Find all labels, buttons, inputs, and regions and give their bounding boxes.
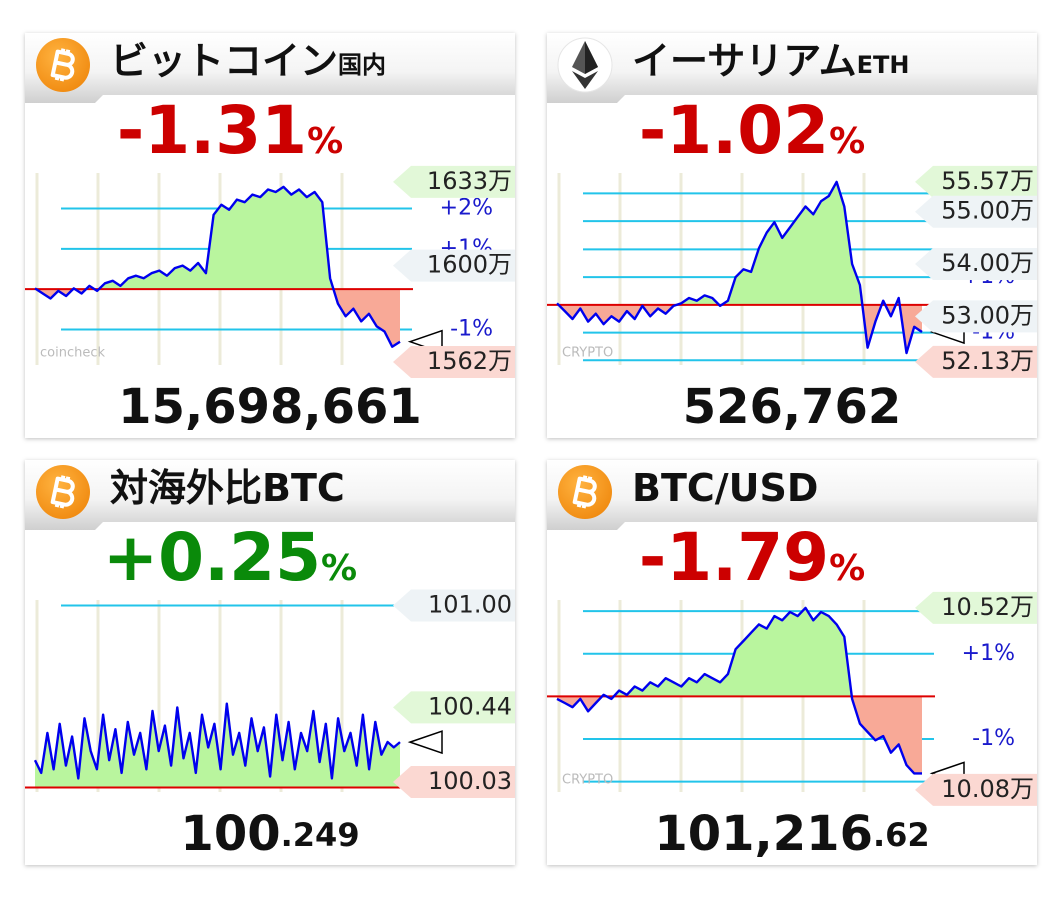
panel-title: イーサリアムETH bbox=[632, 39, 909, 83]
price-label: 55.00万 bbox=[941, 197, 1034, 225]
panel-title: 対海外比BTC bbox=[110, 466, 345, 510]
price: 15,698,661 bbox=[118, 379, 422, 435]
price-small: .62 bbox=[873, 816, 930, 854]
price-main: 100 bbox=[180, 806, 280, 862]
panel-title: BTC/USD bbox=[632, 466, 818, 510]
header-bar bbox=[547, 33, 1037, 103]
change-unit: % bbox=[307, 121, 343, 162]
panel: ビットコイン国内-1.31%coincheck+2%+1%-1%1633万160… bbox=[25, 33, 515, 438]
price: 101,216.62 bbox=[654, 806, 929, 862]
title-suffix: ETH bbox=[857, 51, 910, 79]
pct-label: +1% bbox=[962, 641, 1015, 666]
price-line bbox=[556, 180, 923, 355]
current-marker bbox=[407, 730, 443, 755]
price-label-bg bbox=[915, 300, 1037, 333]
price-label-bg bbox=[915, 165, 1037, 198]
panel: イーサリアムETH-1.02%CRYPTO+1%-1%55.57万55.00万5… bbox=[547, 33, 1037, 438]
change-value: +0.25 bbox=[103, 519, 321, 596]
price-label: 101.00 bbox=[428, 590, 512, 618]
price-label: 1600万 bbox=[427, 251, 512, 279]
change-value: -1.02 bbox=[639, 92, 829, 169]
eth-top-dark bbox=[585, 41, 598, 74]
price-label-bg bbox=[393, 691, 515, 724]
price-label: 100.44 bbox=[428, 692, 512, 720]
change-value: -1.79 bbox=[639, 519, 829, 596]
price-main: 526,762 bbox=[683, 379, 902, 435]
header-bar bbox=[547, 460, 1037, 530]
change: -1.79% bbox=[639, 519, 865, 596]
panel: 対海外比BTC+0.25%coincheck101.00100.44100.03… bbox=[25, 460, 515, 865]
change: +0.25% bbox=[103, 519, 357, 596]
change: -1.02% bbox=[639, 92, 865, 169]
change-unit: % bbox=[829, 121, 865, 162]
price-main: 101,216 bbox=[654, 806, 873, 862]
header-bar bbox=[25, 460, 515, 530]
price-label-bg bbox=[393, 165, 515, 198]
price-line bbox=[556, 606, 922, 775]
change-unit: % bbox=[321, 548, 357, 589]
price-main: 15,698,661 bbox=[118, 379, 422, 435]
area-down bbox=[35, 289, 400, 347]
title-main: ビットコイン bbox=[110, 39, 338, 83]
watermark: coincheck bbox=[40, 346, 105, 361]
price-label: 1562万 bbox=[427, 347, 512, 375]
price-label-bg bbox=[393, 589, 515, 622]
icon bbox=[36, 465, 90, 519]
eth-bottom bbox=[572, 71, 598, 89]
pct-label: -1% bbox=[450, 316, 493, 341]
area-up bbox=[35, 186, 334, 290]
icon bbox=[557, 37, 613, 93]
price-label-bg bbox=[915, 248, 1037, 281]
coin-symbol bbox=[572, 475, 597, 509]
price-label: 10.52万 bbox=[941, 593, 1034, 621]
price-label: 53.00万 bbox=[941, 301, 1034, 329]
price-label-bg bbox=[915, 195, 1037, 228]
title-main: 対海外比BTC bbox=[110, 466, 345, 510]
price-label-bg bbox=[393, 765, 515, 798]
title-main: イーサリアム bbox=[632, 39, 857, 83]
title-main: BTC/USD bbox=[632, 466, 818, 510]
price-line bbox=[34, 185, 401, 348]
icon bbox=[36, 38, 90, 92]
area-up bbox=[35, 703, 400, 788]
price: 526,762 bbox=[683, 379, 902, 435]
price-label: 52.13万 bbox=[941, 347, 1034, 375]
price-label: 10.08万 bbox=[941, 775, 1034, 803]
price: 100.249 bbox=[180, 806, 359, 862]
price-small: .249 bbox=[281, 816, 360, 854]
price-label-bg bbox=[915, 773, 1037, 806]
price-label-bg bbox=[393, 345, 515, 378]
change-unit: % bbox=[829, 548, 865, 589]
icon bbox=[558, 465, 612, 519]
area-up bbox=[602, 607, 852, 697]
title-suffix: 国内 bbox=[338, 51, 386, 79]
pct-label: +2% bbox=[440, 196, 493, 221]
price-label-bg bbox=[915, 591, 1037, 624]
price-label-bg bbox=[393, 249, 515, 282]
price-line bbox=[33, 702, 401, 780]
coin-symbol bbox=[50, 48, 75, 82]
price-label: 1633万 bbox=[427, 167, 512, 195]
price-label: 55.57万 bbox=[941, 167, 1034, 195]
header-bar bbox=[25, 33, 515, 103]
coin-symbol bbox=[50, 475, 75, 509]
change-value: -1.31 bbox=[117, 92, 307, 169]
panel: BTC/USD -1.79% CRYPTO +1% -1% 10.52万 10.08万 101… bbox=[547, 460, 1037, 865]
pct-label: -1% bbox=[972, 726, 1015, 751]
area-up bbox=[557, 181, 900, 305]
panel-title: ビットコイン国内 bbox=[110, 39, 386, 83]
change: -1.31% bbox=[117, 92, 343, 169]
area-down bbox=[557, 304, 922, 353]
watermark: CRYPTO bbox=[562, 773, 613, 788]
price-label: 54.00万 bbox=[941, 249, 1034, 277]
watermark: CRYPTO bbox=[562, 346, 613, 361]
price-label: 100.03 bbox=[428, 767, 512, 795]
price-label-bg bbox=[915, 345, 1037, 378]
